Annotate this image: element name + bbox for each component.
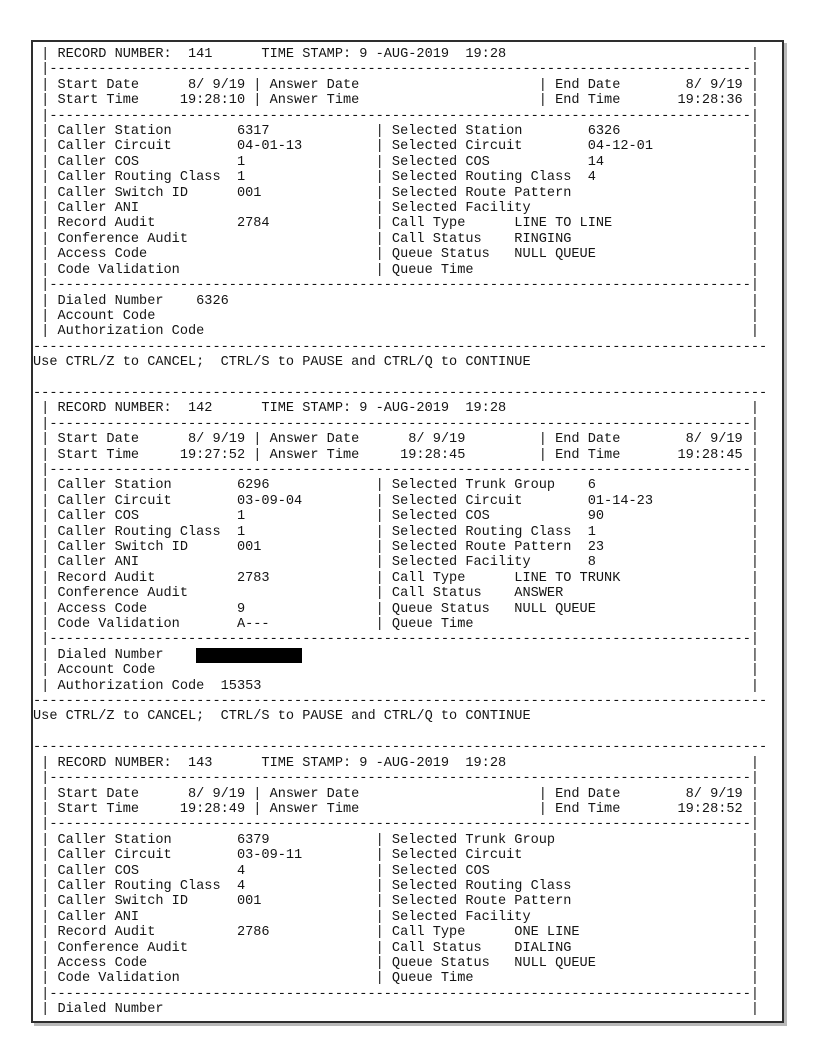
cdr-terminal-output: | RECORD NUMBER: 141 TIME STAMP: 9 -AUG-… xyxy=(33,47,768,1018)
report-page: | RECORD NUMBER: 141 TIME STAMP: 9 -AUG-… xyxy=(31,40,784,1023)
redacted-dialed-number xyxy=(196,647,303,663)
